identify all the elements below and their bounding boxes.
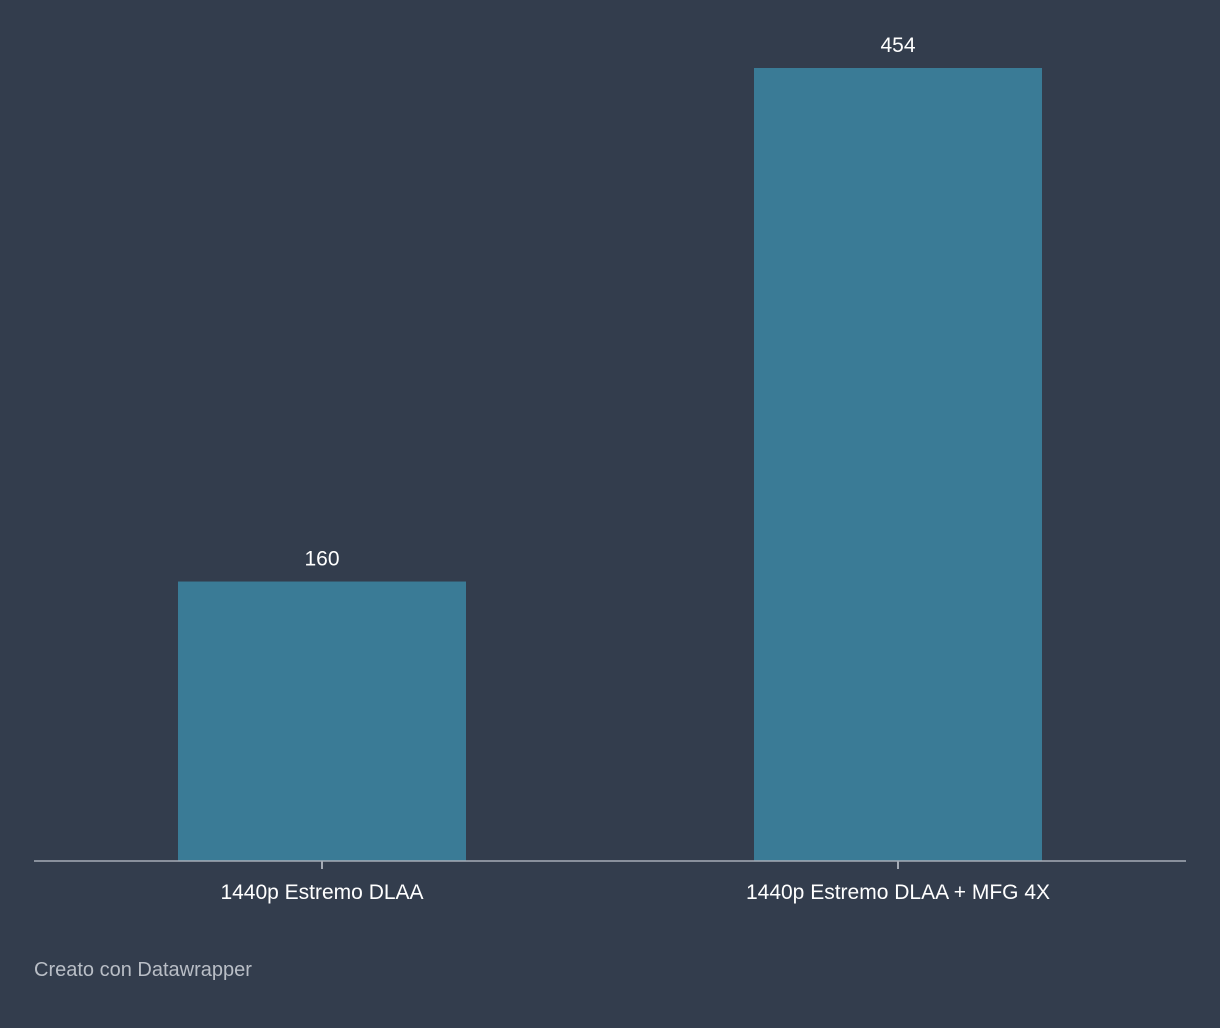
x-tick-label: 1440p Estremo DLAA (220, 881, 423, 904)
bar (178, 581, 466, 861)
value-label: 160 (304, 548, 339, 571)
x-tick-label: 1440p Estremo DLAA + MFG 4X (746, 881, 1050, 904)
footer-credit: Creato con Datawrapper (34, 959, 252, 981)
value-label: 454 (880, 34, 915, 57)
bar (754, 68, 1042, 861)
